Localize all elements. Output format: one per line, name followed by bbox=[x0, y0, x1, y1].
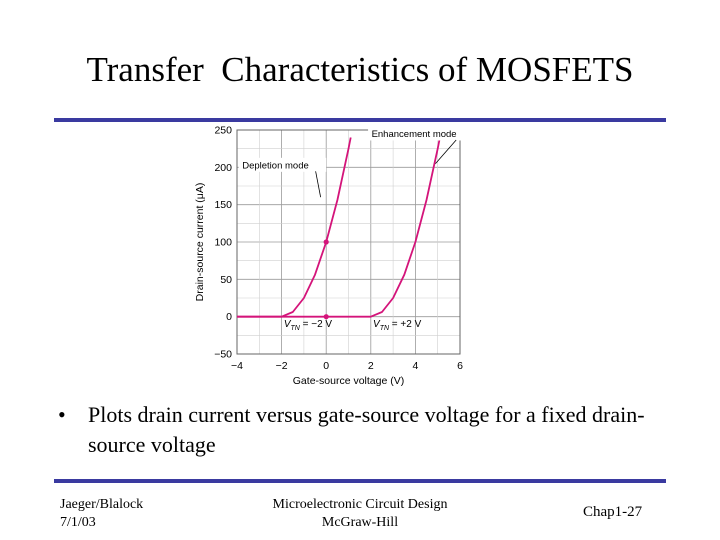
y-tick-label: 200 bbox=[214, 162, 232, 174]
footer-page-number: Chap1-27 bbox=[583, 504, 643, 520]
callout-depletion-label: Depletion mode bbox=[242, 160, 309, 171]
x-axis-label: Gate-source voltage (V) bbox=[293, 375, 404, 387]
bullet-text: Plots drain current versus gate-source v… bbox=[88, 402, 645, 457]
bottom-divider bbox=[54, 479, 666, 483]
bullet-item: • Plots drain current versus gate-source… bbox=[58, 400, 678, 460]
data-point-marker bbox=[323, 314, 329, 320]
y-tick-label: −50 bbox=[214, 349, 232, 361]
y-tick-label: 100 bbox=[214, 237, 232, 249]
callout-arrow bbox=[315, 171, 322, 198]
y-tick-label: 150 bbox=[214, 199, 232, 211]
footer-book: Microelectronic Circuit Design McGraw-Hi… bbox=[240, 496, 480, 532]
x-tick-label: 4 bbox=[412, 360, 418, 372]
y-axis-label: Drain-source current (μA) bbox=[194, 183, 206, 302]
chart-svg: −4 −2 0 2 4 6 −50 0 50 100 150 200 250 Gate-source vo… bbox=[194, 125, 467, 387]
callout-box bbox=[238, 157, 327, 172]
threshold-annotation: VTN = +2 V bbox=[373, 319, 422, 332]
bullet-dot: • bbox=[58, 402, 66, 427]
y-tick-label: 0 bbox=[226, 311, 232, 323]
transfer-characteristics-chart: −4 −2 0 2 4 6 −50 0 50 100 150 200 250 Gate-source vo… bbox=[190, 122, 480, 387]
footer-author: Jaeger/Blalock bbox=[60, 497, 144, 512]
threshold-annotation: VTN = −2 V bbox=[284, 319, 333, 332]
data-point-marker bbox=[323, 239, 329, 245]
callout-enhancement-label: Enhancement mode bbox=[372, 129, 457, 140]
x-tick-label: 2 bbox=[368, 360, 374, 372]
top-divider bbox=[54, 118, 666, 122]
callout-box bbox=[368, 126, 467, 141]
x-tick-label: 6 bbox=[457, 360, 463, 372]
footer-date: 7/1/03 bbox=[60, 515, 96, 530]
y-tick-label: 250 bbox=[214, 125, 232, 137]
slide-title: Transfer Characteristics of MOSFETS bbox=[86, 50, 634, 89]
x-tick-label: 0 bbox=[323, 360, 329, 372]
x-tick-label: −2 bbox=[276, 360, 288, 372]
series-line-enhancement bbox=[237, 137, 441, 318]
footer-book-title: Microelectronic Circuit Design bbox=[272, 497, 448, 512]
plot-frame bbox=[236, 129, 461, 355]
series-line-depletion bbox=[237, 137, 352, 318]
x-tick-label: −4 bbox=[231, 360, 243, 372]
callout-arrow bbox=[435, 139, 457, 164]
y-tick-label: 50 bbox=[220, 274, 232, 286]
footer-author-date: Jaeger/Blalock 7/1/03 bbox=[60, 496, 143, 532]
footer-publisher: McGraw-Hill bbox=[321, 515, 399, 530]
